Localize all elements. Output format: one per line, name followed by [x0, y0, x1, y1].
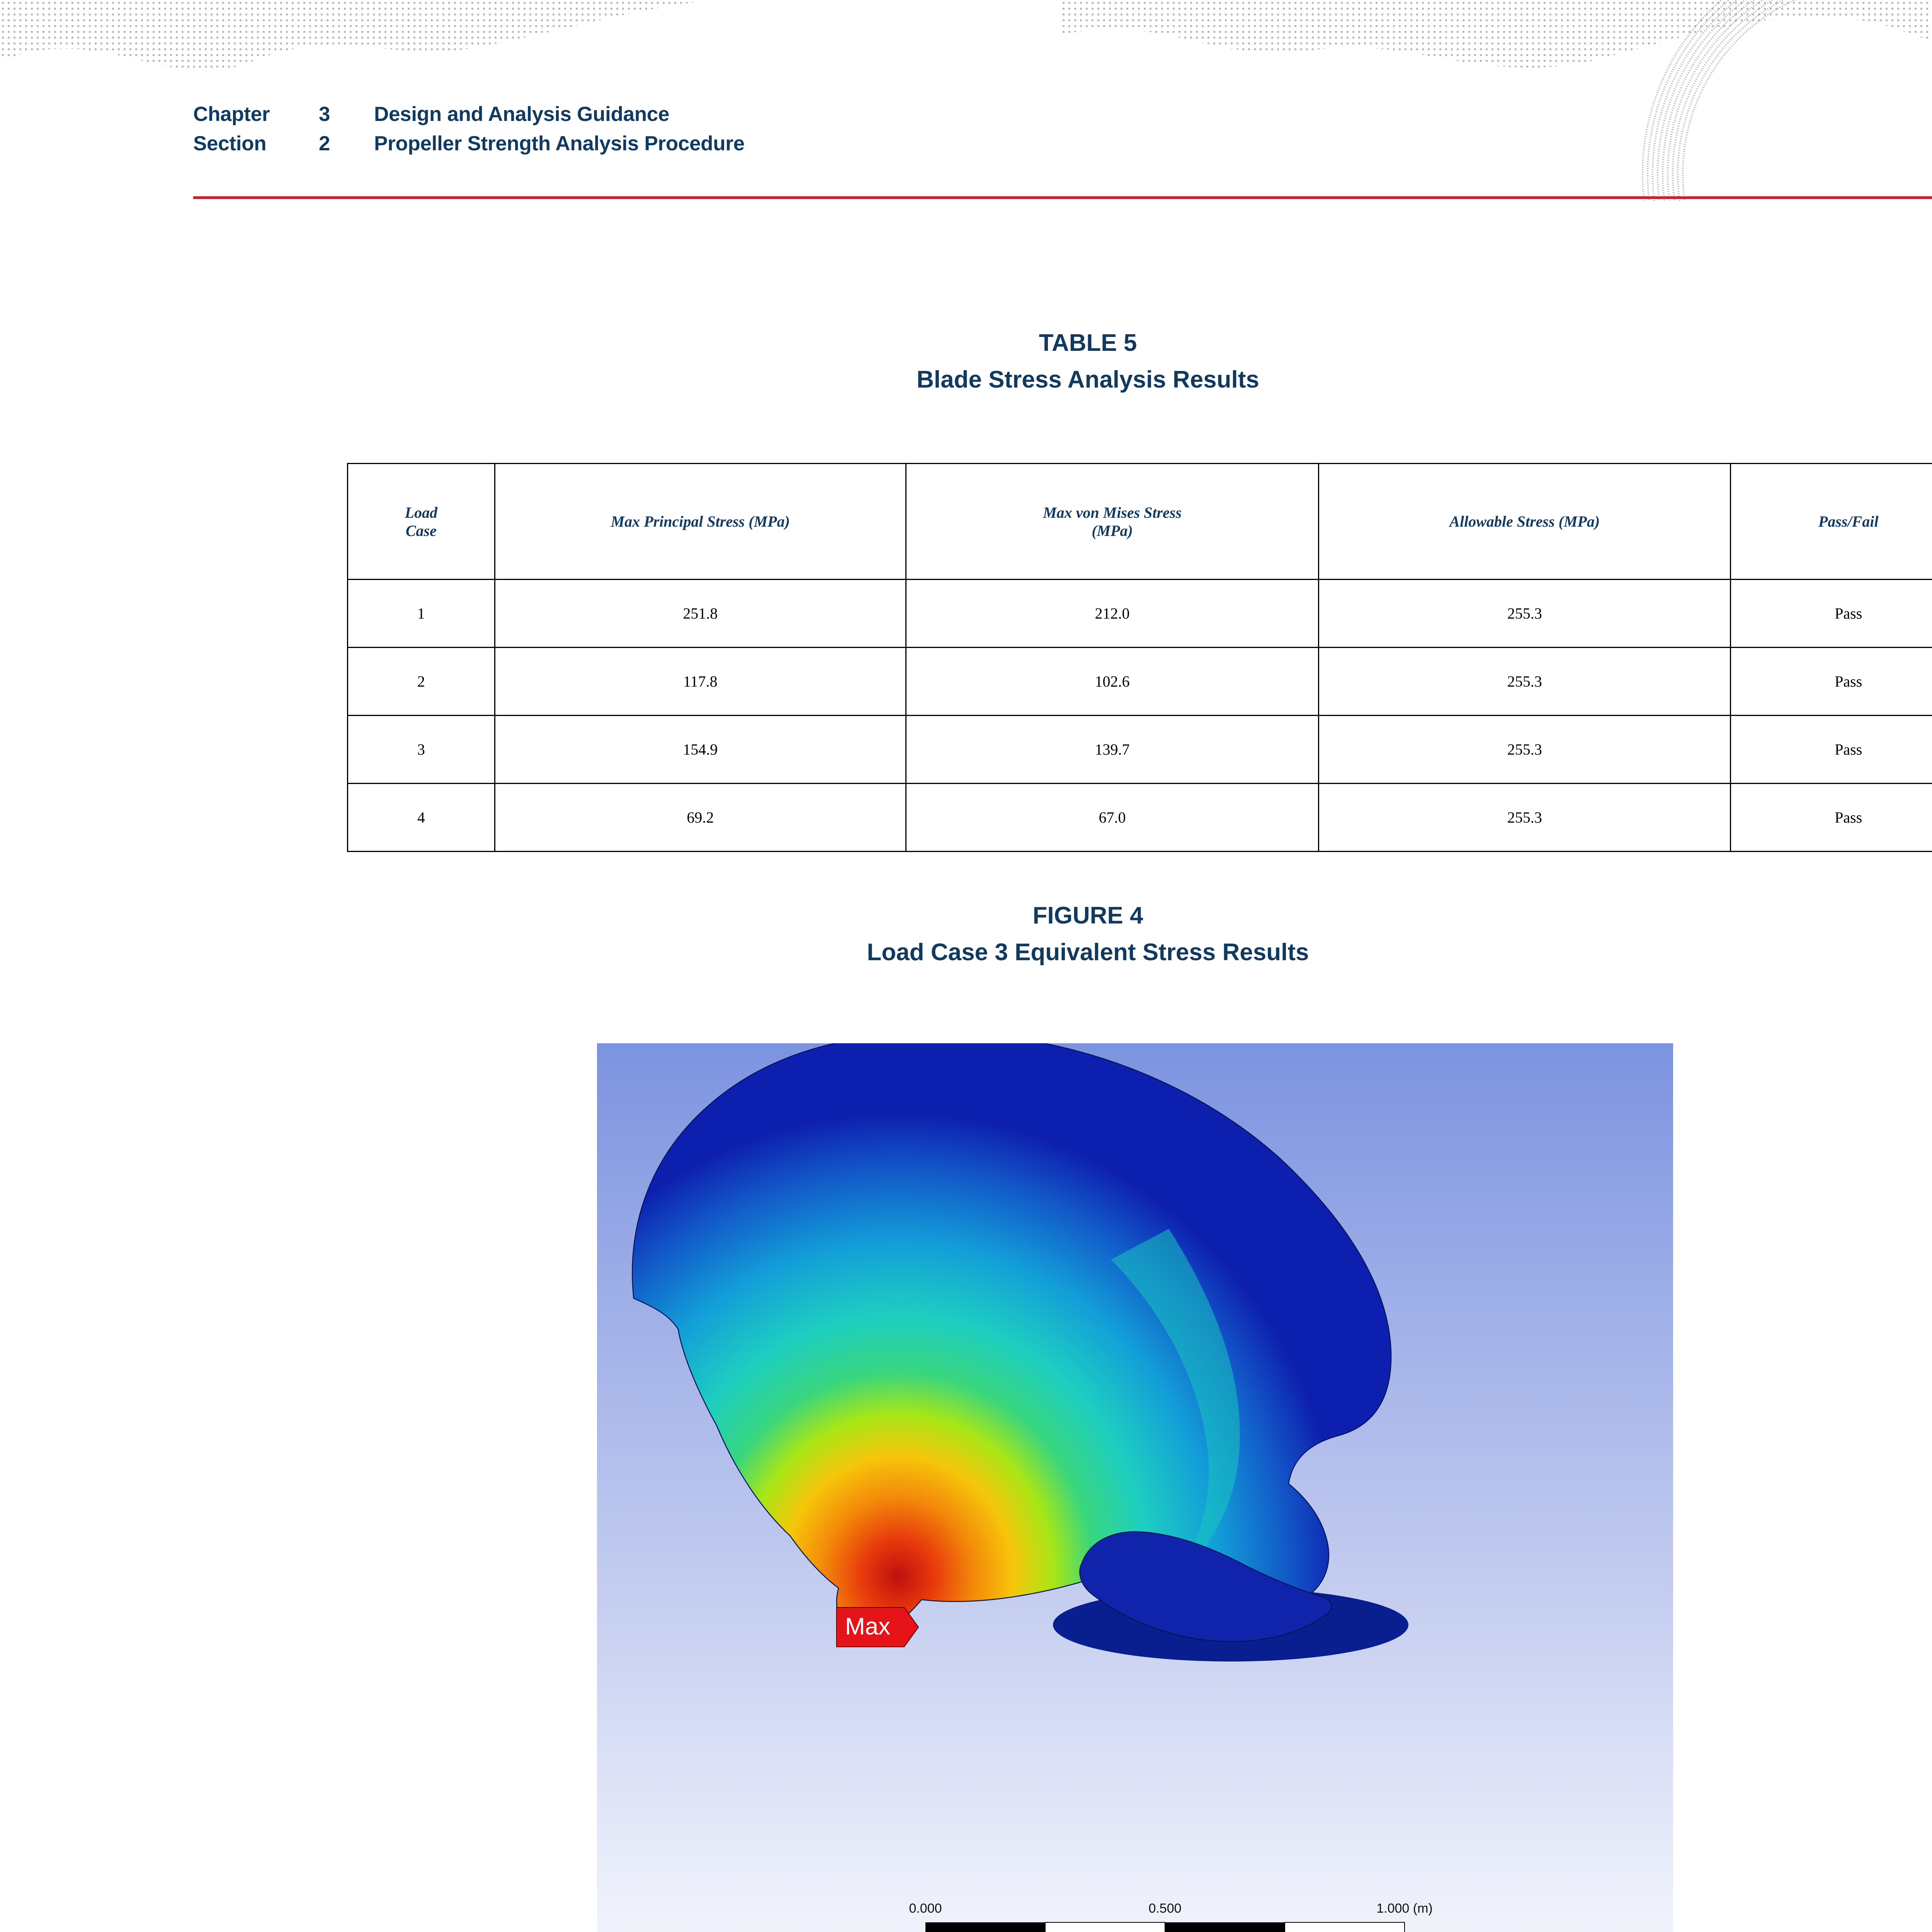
svg-text:0.000: 0.000: [909, 1901, 942, 1916]
svg-text:1.000 (m): 1.000 (m): [1376, 1901, 1433, 1916]
svg-text:Max: Max: [845, 1613, 890, 1640]
svg-text:0.500: 0.500: [1148, 1901, 1181, 1916]
